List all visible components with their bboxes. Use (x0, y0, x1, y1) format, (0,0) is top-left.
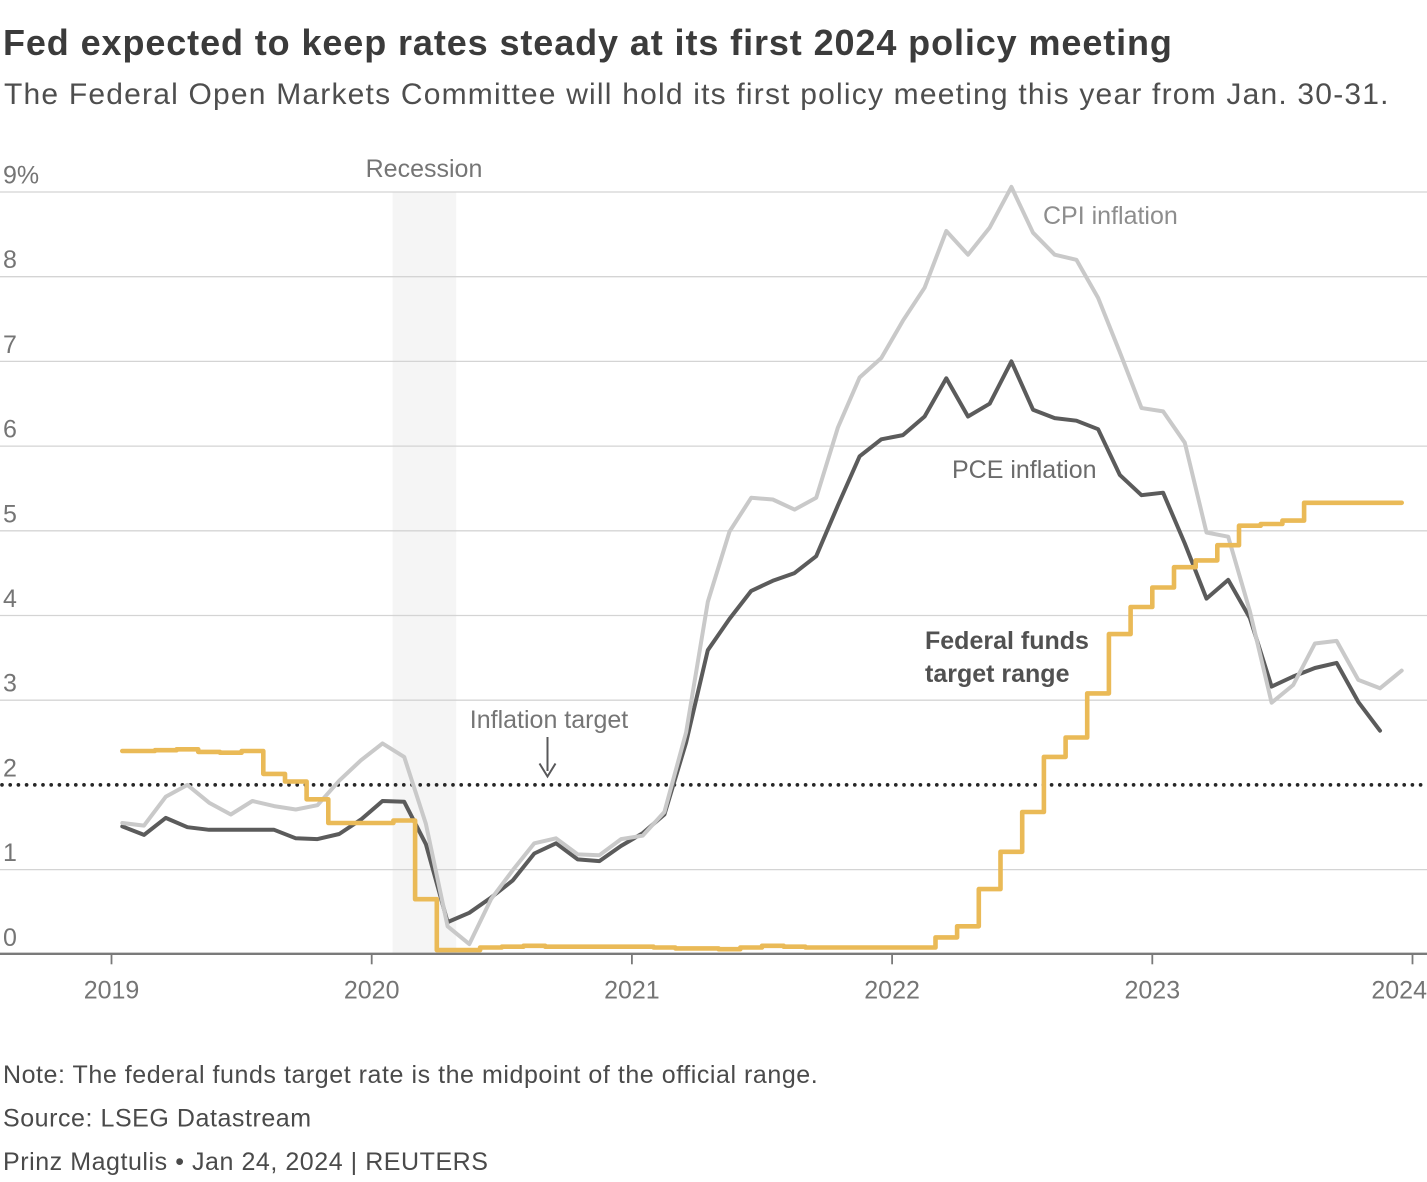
svg-text:9%: 9% (3, 162, 39, 190)
svg-text:3: 3 (3, 670, 17, 698)
svg-text:Source: LSEG Datastream: Source: LSEG Datastream (3, 1105, 312, 1133)
svg-text:target range: target range (925, 660, 1070, 688)
svg-text:2019: 2019 (84, 977, 140, 1005)
svg-text:The Federal Open Markets Commi: The Federal Open Markets Committee will … (4, 78, 1390, 111)
svg-text:4: 4 (3, 585, 17, 613)
svg-text:0: 0 (3, 924, 17, 952)
svg-text:2021: 2021 (604, 977, 660, 1005)
svg-text:Federal funds: Federal funds (925, 627, 1089, 655)
svg-text:1: 1 (3, 839, 17, 867)
svg-text:Inflation target: Inflation target (470, 706, 628, 734)
svg-text:2020: 2020 (344, 977, 400, 1005)
svg-text:6: 6 (3, 416, 17, 444)
svg-text:2023: 2023 (1124, 977, 1180, 1005)
svg-text:Fed expected to keep rates ste: Fed expected to keep rates steady at its… (3, 22, 1173, 63)
svg-text:2022: 2022 (864, 977, 920, 1005)
svg-text:Prinz Magtulis • Jan 24, 2024: Prinz Magtulis • Jan 24, 2024 | REUTERS (3, 1148, 489, 1176)
svg-text:CPI inflation: CPI inflation (1043, 202, 1178, 230)
svg-text:2024: 2024 (1371, 977, 1427, 1005)
svg-text:Recession: Recession (366, 155, 483, 183)
svg-text:2: 2 (3, 754, 17, 782)
svg-text:Note: The federal funds target: Note: The federal funds target rate is t… (3, 1061, 818, 1089)
svg-text:8: 8 (3, 246, 17, 274)
svg-text:PCE inflation: PCE inflation (952, 456, 1097, 484)
svg-text:5: 5 (3, 500, 17, 528)
svg-text:7: 7 (3, 331, 17, 359)
